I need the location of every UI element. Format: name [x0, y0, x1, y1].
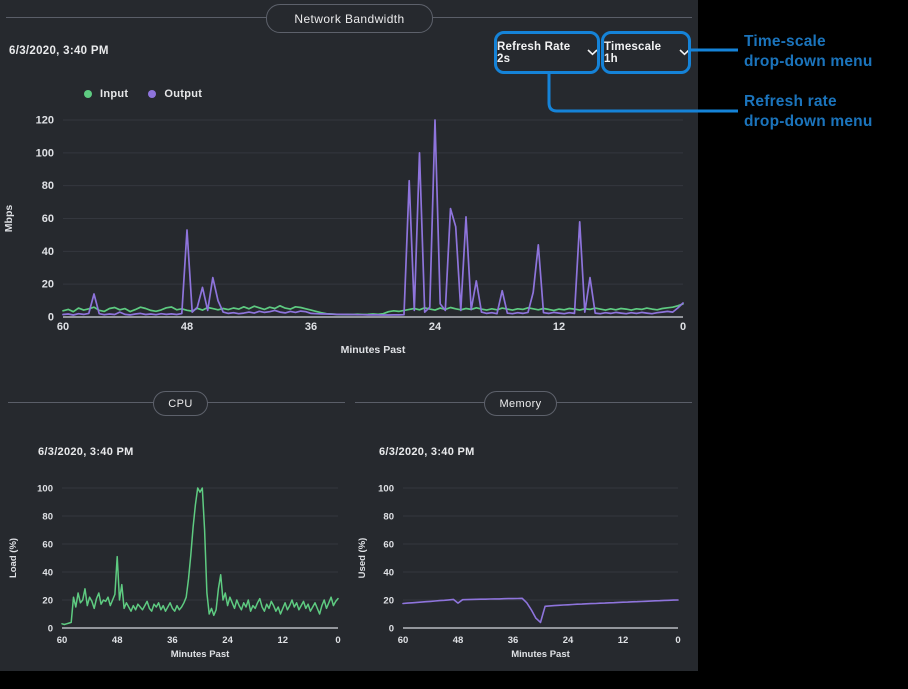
memory-chart: 0 20 40 60 80 100 60 48 36 24 12 0 Minutes Past Used …	[357, 484, 681, 661]
svg-text:12: 12	[278, 635, 289, 646]
memory-section-title-pill: Memory	[484, 391, 557, 416]
svg-text:Minutes Past: Minutes Past	[511, 649, 570, 660]
svg-text:20: 20	[42, 596, 53, 607]
chevron-down-icon	[587, 49, 597, 56]
output-legend-dot	[148, 90, 157, 98]
svg-text:80: 80	[42, 512, 53, 523]
svg-text:20: 20	[383, 596, 394, 607]
input-legend-dot	[84, 90, 92, 98]
network-section-title-pill: Network Bandwidth	[266, 4, 433, 33]
svg-text:Load (%): Load (%)	[8, 538, 19, 578]
legend-item-input: Input	[84, 88, 128, 100]
timescale-dropdown[interactable]: Timescale 1h	[604, 34, 689, 71]
output-legend-label: Output	[164, 88, 203, 100]
input-legend-label: Input	[100, 88, 129, 100]
network-section-title: Network Bandwidth	[294, 11, 405, 26]
svg-text:Minutes Past: Minutes Past	[341, 344, 406, 356]
timescale-callout-line2: drop-down menu	[744, 52, 873, 70]
svg-text:48: 48	[181, 321, 193, 333]
svg-text:48: 48	[453, 635, 464, 646]
svg-text:40: 40	[383, 568, 394, 579]
refresh-rate-dropdown[interactable]: Refresh Rate 2s	[497, 34, 597, 71]
svg-text:40: 40	[42, 246, 54, 258]
cpu-section-title-pill: CPU	[153, 391, 208, 416]
memory-timestamp: 6/3/2020, 3:40 PM	[379, 446, 475, 458]
svg-text:36: 36	[305, 321, 317, 333]
cpu-chart: 0 20 40 60 80 100 60 48 36 24 12 0 Minutes Past Load …	[8, 484, 341, 661]
svg-text:24: 24	[222, 635, 233, 646]
svg-text:36: 36	[167, 635, 178, 646]
svg-text:60: 60	[42, 540, 53, 551]
svg-text:24: 24	[429, 321, 442, 333]
svg-text:0: 0	[48, 312, 54, 324]
chevron-down-icon	[679, 49, 689, 56]
timescale-callout-label: Time-scale drop-down menu	[744, 32, 873, 71]
svg-text:80: 80	[383, 512, 394, 523]
monitoring-panel: Network Bandwidth 6/3/2020, 3:40 PM Refr…	[0, 0, 698, 671]
svg-text:0: 0	[335, 635, 340, 646]
timescale-dropdown-label: Timescale 1h	[604, 40, 662, 65]
svg-text:12: 12	[618, 635, 629, 646]
svg-text:40: 40	[42, 568, 53, 579]
svg-text:60: 60	[42, 213, 54, 225]
svg-text:Mbps: Mbps	[3, 205, 15, 233]
svg-text:0: 0	[675, 635, 680, 646]
svg-text:20: 20	[42, 279, 54, 291]
svg-text:100: 100	[37, 484, 53, 495]
svg-text:60: 60	[398, 635, 409, 646]
svg-text:60: 60	[57, 635, 68, 646]
cpu-timestamp: 6/3/2020, 3:40 PM	[38, 446, 134, 458]
memory-section-title: Memory	[499, 397, 542, 410]
svg-text:120: 120	[36, 115, 54, 127]
legend-item-output: Output	[148, 88, 202, 100]
refresh-rate-callout-label: Refresh rate drop-down menu	[744, 92, 873, 131]
svg-text:0: 0	[680, 321, 686, 333]
network-legend: Input Output	[84, 88, 202, 100]
svg-text:36: 36	[508, 635, 519, 646]
svg-text:24: 24	[563, 635, 574, 646]
svg-text:12: 12	[553, 321, 565, 333]
cpu-section-title: CPU	[168, 397, 193, 410]
svg-text:Used (%): Used (%)	[357, 538, 368, 579]
svg-text:100: 100	[378, 484, 394, 495]
svg-text:60: 60	[57, 321, 69, 333]
network-timestamp: 6/3/2020, 3:40 PM	[9, 45, 109, 57]
svg-text:80: 80	[42, 180, 54, 192]
svg-text:0: 0	[48, 624, 53, 635]
svg-text:0: 0	[389, 624, 394, 635]
refresh-rate-callout-line1: Refresh rate	[744, 93, 837, 110]
svg-text:100: 100	[36, 147, 54, 159]
refresh-rate-callout-line2: drop-down menu	[744, 112, 873, 130]
svg-text:60: 60	[383, 540, 394, 551]
svg-text:48: 48	[112, 635, 123, 646]
timescale-callout-line1: Time-scale	[744, 33, 826, 50]
svg-text:Minutes Past: Minutes Past	[171, 649, 230, 660]
refresh-rate-dropdown-label: Refresh Rate 2s	[497, 40, 571, 65]
